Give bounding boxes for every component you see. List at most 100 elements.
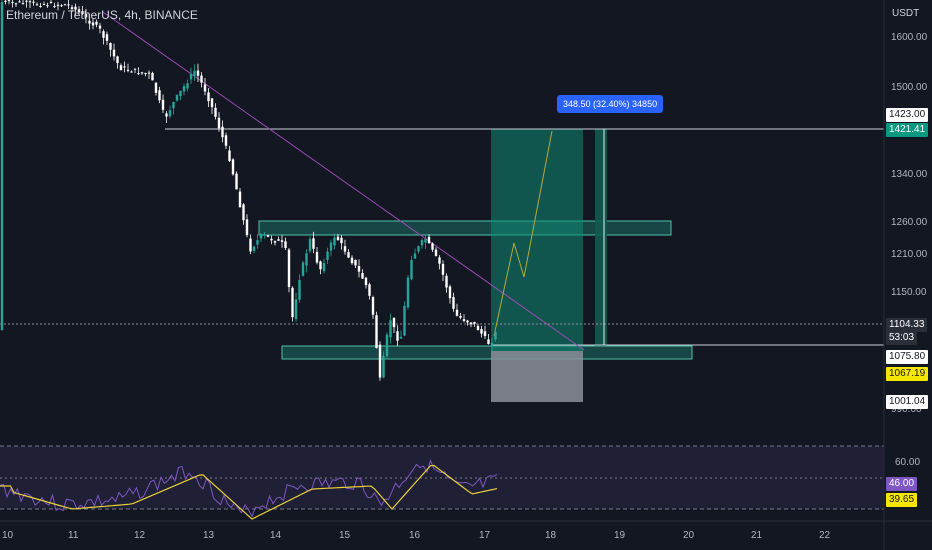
candle-body bbox=[14, 3, 18, 5]
time-label: 16 bbox=[409, 530, 421, 541]
candle-body bbox=[25, 0, 28, 2]
candle-body bbox=[130, 71, 133, 73]
candle-body bbox=[382, 355, 385, 378]
candle-body bbox=[193, 70, 196, 76]
candle-body bbox=[147, 72, 151, 74]
candle-body bbox=[91, 22, 95, 26]
price-label: 1260.00 bbox=[891, 217, 928, 228]
candle-body bbox=[476, 325, 480, 331]
candle-body bbox=[165, 113, 168, 117]
support-zone[interactable] bbox=[281, 345, 693, 360]
candle-body bbox=[490, 343, 494, 346]
countdown-tag: 53:03 bbox=[886, 331, 918, 345]
candle-body bbox=[312, 238, 315, 249]
candle-body bbox=[266, 235, 270, 237]
candle-body bbox=[18, 1, 21, 3]
symbol-title[interactable]: Ethereum / TetherUS, 4h, BINANCE bbox=[6, 8, 198, 22]
candle-body bbox=[483, 331, 487, 336]
candle-body bbox=[63, 4, 67, 6]
candle-body bbox=[434, 249, 438, 256]
candle-body bbox=[466, 320, 469, 323]
candle-body bbox=[473, 321, 476, 324]
candle-body bbox=[291, 287, 294, 318]
candle-body bbox=[375, 315, 378, 348]
candle-body bbox=[420, 240, 424, 246]
candle-body bbox=[438, 257, 441, 264]
candle-body bbox=[35, 4, 39, 6]
long-position-loss-area[interactable] bbox=[491, 351, 583, 402]
candle-body bbox=[392, 317, 396, 328]
long-position-profit-area[interactable] bbox=[491, 129, 583, 351]
candle-body bbox=[74, 6, 77, 10]
candle-body bbox=[343, 246, 347, 252]
candle-body bbox=[119, 65, 123, 71]
target-price-tag-green: 1421.41 bbox=[886, 123, 929, 137]
current-price-tag: 1067.19 bbox=[886, 367, 929, 381]
candle-body bbox=[480, 328, 483, 334]
candle-body bbox=[7, 0, 11, 2]
candle-body bbox=[371, 297, 375, 315]
time-label: 13 bbox=[203, 530, 215, 541]
candles-layer bbox=[0, 0, 497, 381]
candle-body bbox=[186, 83, 189, 89]
candle-body bbox=[389, 320, 392, 338]
candle-body bbox=[32, 1, 35, 3]
candle-body bbox=[487, 339, 490, 345]
candle-body bbox=[53, 6, 56, 8]
candle-body bbox=[46, 5, 49, 7]
measure-info-bubble: 348.50 (32.40%) 34850 bbox=[557, 95, 664, 113]
candle-body bbox=[228, 150, 231, 161]
candle-body bbox=[494, 331, 497, 340]
rsi-level-label: 60.00 bbox=[895, 457, 921, 468]
candle-body bbox=[67, 4, 70, 6]
candle-body bbox=[273, 241, 277, 243]
candle-body bbox=[11, 1, 14, 3]
candle-body bbox=[84, 14, 88, 18]
candle-body bbox=[459, 315, 462, 318]
candle-body bbox=[42, 3, 46, 5]
candle-body bbox=[95, 21, 98, 25]
candle-body bbox=[238, 191, 242, 208]
candle-body bbox=[326, 251, 329, 260]
candle-body bbox=[224, 135, 228, 146]
candle-body bbox=[357, 266, 361, 272]
candle-body bbox=[287, 249, 291, 288]
candle-body bbox=[137, 73, 140, 75]
candle-body bbox=[319, 261, 322, 270]
candle-body bbox=[256, 240, 259, 245]
candle-body bbox=[196, 70, 200, 76]
candle-body bbox=[98, 25, 102, 29]
candle-body bbox=[231, 159, 235, 175]
projection-path[interactable] bbox=[493, 130, 553, 337]
candle-body bbox=[305, 253, 308, 266]
candle-body bbox=[39, 6, 42, 8]
candle-body bbox=[403, 305, 406, 336]
candle-body bbox=[217, 117, 221, 129]
candle-body bbox=[315, 251, 319, 263]
candle-body bbox=[354, 259, 357, 266]
candle-body bbox=[210, 98, 214, 108]
candle-body bbox=[333, 237, 336, 246]
candle-body bbox=[336, 236, 340, 241]
candle-body bbox=[301, 262, 305, 276]
candle-body bbox=[445, 275, 448, 288]
candle-body bbox=[144, 73, 147, 75]
candle-body bbox=[469, 322, 473, 325]
candle-body bbox=[179, 90, 182, 97]
candle-body bbox=[189, 74, 193, 80]
candle-body bbox=[28, 1, 32, 3]
descending-trendline[interactable] bbox=[102, 11, 585, 351]
candle-body bbox=[49, 1, 53, 3]
candle-body bbox=[81, 11, 84, 15]
candle-body bbox=[396, 331, 399, 341]
time-label: 18 bbox=[545, 530, 557, 541]
candle-body bbox=[340, 237, 343, 244]
resistance-zone[interactable] bbox=[258, 220, 672, 236]
candle-body bbox=[270, 238, 273, 241]
candle-body bbox=[221, 126, 224, 138]
entry-price-tag: 1075.80 bbox=[886, 350, 929, 364]
candle-body bbox=[263, 234, 266, 236]
candle-body bbox=[284, 241, 287, 249]
candle-body bbox=[294, 299, 298, 320]
